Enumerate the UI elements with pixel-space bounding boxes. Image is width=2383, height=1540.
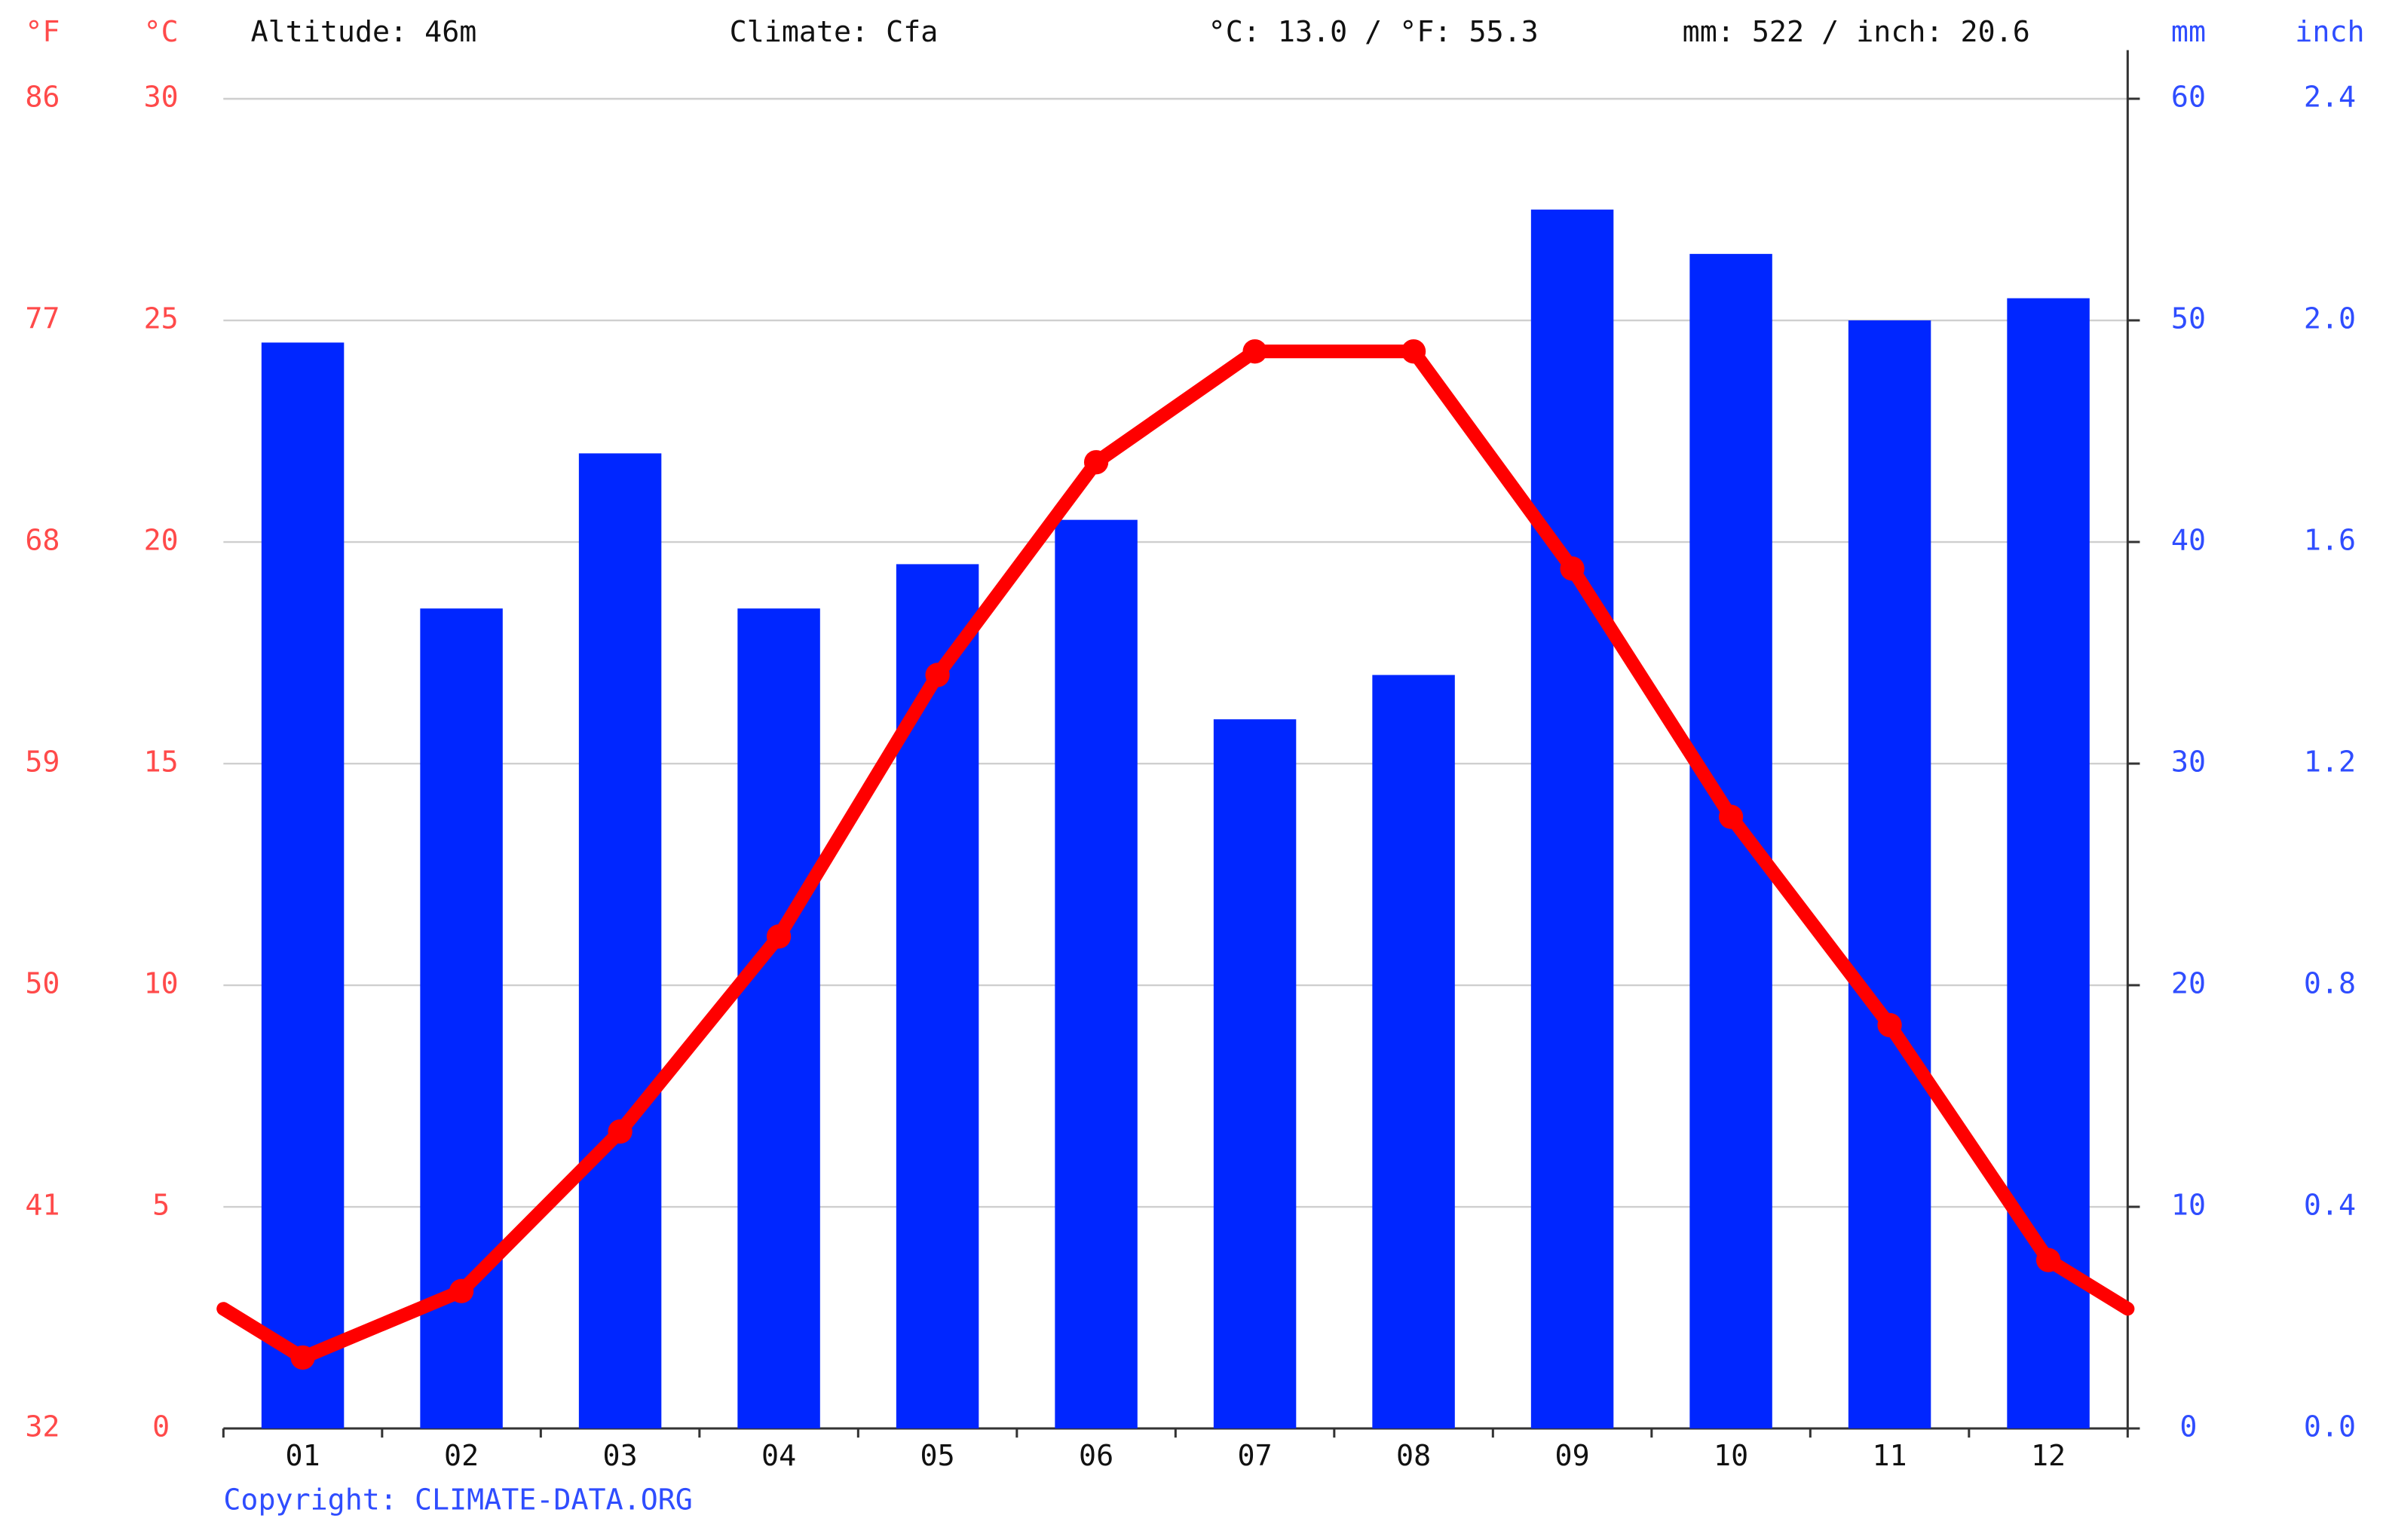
precipitation-bar: [261, 342, 345, 1429]
celsius-tick-label: 15: [144, 746, 179, 779]
inch-unit: inch: [2295, 15, 2364, 49]
precipitation-bar: [1530, 210, 1614, 1429]
x-tick-label: 05: [920, 1439, 955, 1473]
fahrenheit-tick-label: 59: [25, 746, 60, 779]
inch-tick-label: 2.4: [2304, 81, 2356, 115]
mm-unit: mm: [2171, 15, 2206, 49]
inch-tick-label: 0.8: [2304, 967, 2356, 1001]
temperature-point: [1877, 1012, 1902, 1038]
temperature-point: [1401, 339, 1426, 364]
x-tick-label: 06: [1079, 1439, 1113, 1473]
celsius-tick-label: 25: [144, 302, 179, 336]
x-tick-label: 08: [1396, 1439, 1431, 1473]
x-tick-label: 04: [761, 1439, 796, 1473]
temperature-wrap: [216, 1302, 310, 1365]
x-tick-label: 12: [2031, 1439, 2066, 1473]
fahrenheit-unit: °F: [25, 15, 60, 49]
celsius-tick-label: 30: [144, 81, 179, 115]
altitude: Altitude: 46m: [251, 15, 477, 49]
precipitation-bar: [1055, 519, 1138, 1429]
mm-tick-label: 20: [2171, 967, 2206, 1001]
x-tick-label: 01: [286, 1439, 320, 1473]
mm-tick-label: 60: [2171, 81, 2206, 115]
fahrenheit-tick-label: 32: [25, 1410, 60, 1444]
inch-tick-label: 1.2: [2304, 746, 2356, 779]
precipitation-bar: [1848, 320, 1931, 1429]
temperature-wrap: [2041, 1253, 2135, 1316]
x-tick-label: 07: [1238, 1439, 1273, 1473]
x-tick-label: 09: [1555, 1439, 1590, 1473]
mm-tick-label: 30: [2171, 746, 2206, 779]
x-tick-label: 11: [1873, 1439, 1907, 1473]
precipitation-total: mm: 522 / inch: 20.6: [1683, 15, 2030, 49]
temperature-point: [608, 1119, 633, 1144]
fahrenheit-tick-label: 86: [25, 81, 60, 115]
mm-tick-label: 40: [2171, 524, 2206, 558]
temperature-point: [766, 924, 792, 949]
mm-tick-label: 0: [2179, 1410, 2197, 1444]
temperature-point: [1718, 804, 1744, 829]
mm-tick-label: 10: [2171, 1189, 2206, 1223]
x-tick-label: 02: [444, 1439, 479, 1473]
inch-tick-label: 0.0: [2304, 1410, 2356, 1444]
fahrenheit-tick-label: 50: [25, 967, 60, 1001]
temperature-point: [1560, 556, 1585, 581]
celsius-tick-label: 10: [144, 967, 179, 1001]
precipitation-bar: [1213, 719, 1297, 1429]
precipitation-bar: [578, 453, 662, 1429]
celsius-unit: °C: [144, 15, 179, 49]
mm-tick-label: 50: [2171, 302, 2206, 336]
inch-tick-label: 2.0: [2304, 302, 2356, 336]
temperature-point: [1242, 339, 1267, 364]
temperature-point: [449, 1278, 474, 1303]
precipitation-bar: [737, 608, 820, 1429]
fahrenheit-tick-label: 68: [25, 524, 60, 558]
inch-tick-label: 0.4: [2304, 1189, 2356, 1223]
fahrenheit-tick-label: 77: [25, 302, 60, 336]
temperature-point: [290, 1345, 315, 1370]
copyright: Copyright: CLIMATE-DATA.ORG: [223, 1483, 693, 1517]
fahrenheit-tick-label: 41: [25, 1189, 60, 1223]
precipitation-bar: [2007, 298, 2090, 1429]
precipitation-bar: [1689, 253, 1772, 1429]
celsius-tick-label: 20: [144, 524, 179, 558]
precipitation-bar: [1372, 675, 1455, 1429]
celsius-tick-label: 5: [152, 1189, 170, 1223]
celsius-tick-label: 0: [152, 1410, 170, 1444]
temperature-mean: °C: 13.0 / °F: 55.3: [1208, 15, 1539, 49]
climate: Climate: Cfa: [730, 15, 939, 49]
precipitation-bar: [896, 564, 979, 1429]
x-tick-label: 10: [1714, 1439, 1748, 1473]
inch-tick-label: 1.6: [2304, 524, 2356, 558]
temperature-point: [1083, 450, 1109, 475]
x-tick-label: 03: [603, 1439, 638, 1473]
temperature-line: [300, 344, 2054, 1364]
temperature-point: [925, 663, 950, 687]
temperature-point: [2035, 1248, 2061, 1272]
